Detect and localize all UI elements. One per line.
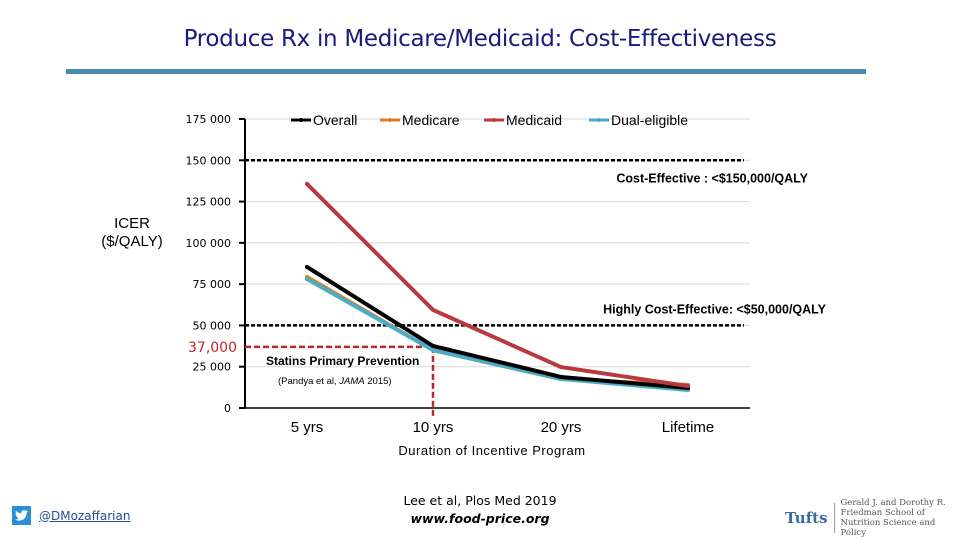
x-tick-label: 5 yrs — [291, 419, 324, 436]
y-axis-label: ICER ($/QALY) — [92, 215, 172, 251]
title-underline — [66, 69, 866, 74]
y-tick-label: 150 000 — [186, 154, 232, 167]
y-axis-label-line1: ICER — [114, 215, 150, 232]
school-line: Nutrition Science and Policy — [840, 518, 936, 538]
legend-marker — [492, 118, 496, 122]
twitter-handle[interactable]: @DMozaffarian — [12, 506, 130, 525]
series-line-medicaid — [305, 181, 690, 389]
logo-divider — [833, 503, 835, 533]
data-point-medicaid — [559, 365, 563, 370]
data-point-dual-eligible — [431, 348, 435, 353]
series-line-overall — [305, 264, 690, 391]
x-axis-title: Duration of Incentive Program — [398, 443, 585, 458]
school-line: Gerald J. and Dorothy R. — [840, 498, 946, 508]
twitter-bird-icon — [12, 506, 31, 525]
series-line-dual-eligible — [305, 277, 690, 392]
data-point-overall — [559, 374, 563, 379]
school-line: Friedman School of — [840, 508, 925, 518]
comparator-label: Statins Primary Prevention — [266, 354, 419, 368]
legend-marker — [388, 118, 392, 122]
x-tick-label: 20 yrs — [541, 419, 582, 436]
tufts-logo: Tufts Gerald J. and Dorothy R. Friedman … — [785, 498, 960, 538]
reference-line-label: Highly Cost-Effective: <$50,000/QALY — [603, 302, 827, 316]
data-point-overall — [305, 264, 309, 269]
y-tick-label: 100 000 — [186, 237, 232, 250]
series-line-medicare — [305, 275, 690, 388]
legend-label: Overall — [313, 112, 357, 128]
legend-label: Medicaid — [506, 112, 562, 128]
comparator-value-label: 37,000 — [188, 340, 237, 356]
data-point-medicaid — [686, 384, 690, 389]
school-name: Gerald J. and Dorothy R. Friedman School… — [841, 498, 960, 538]
comparator-source: (Pandya et al, JAMA 2015) — [278, 376, 392, 387]
legend-marker — [597, 118, 601, 122]
data-point-medicaid — [431, 307, 435, 312]
data-point-dual-eligible — [305, 277, 309, 282]
y-tick-label: 0 — [224, 402, 231, 415]
y-tick-label: 175 000 — [186, 113, 232, 126]
twitter-handle-link[interactable]: @DMozaffarian — [39, 508, 131, 523]
legend-label: Dual-eligible — [611, 112, 688, 128]
y-tick-label: 125 000 — [186, 196, 232, 209]
citation-url[interactable]: www.food-price.org — [410, 511, 550, 526]
citation-reference: Lee et al, Plos Med 2019 — [403, 493, 557, 508]
y-tick-label: 50 000 — [193, 319, 232, 332]
y-tick-label: 25 000 — [193, 361, 232, 374]
reference-line-label: Cost-Effective : <$150,000/QALY — [616, 171, 808, 185]
data-point-medicaid — [305, 181, 309, 186]
citation: Lee et al, Plos Med 2019 www.food-price.… — [380, 492, 580, 528]
y-tick-label: 75 000 — [193, 278, 232, 291]
legend-label: Medicare — [402, 112, 460, 128]
data-point-overall — [431, 343, 435, 348]
x-tick-label: Lifetime — [662, 419, 715, 436]
legend-marker — [299, 118, 303, 122]
slide-title: Produce Rx in Medicare/Medicaid: Cost-Ef… — [183, 26, 777, 52]
x-tick-label: 10 yrs — [413, 419, 454, 436]
tufts-brand: Tufts — [785, 509, 828, 527]
y-axis-label-line2: ($/QALY) — [101, 233, 163, 250]
